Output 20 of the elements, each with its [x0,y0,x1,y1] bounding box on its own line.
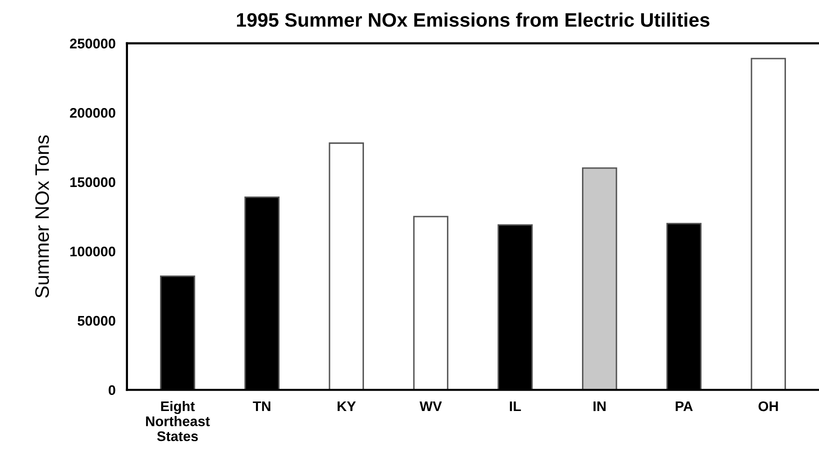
y-tick-label: 200000 [70,108,116,118]
y-tick-label: 50000 [78,316,116,326]
x-tick-label: KY [338,402,356,412]
x-tick-label: OH [758,401,778,412]
x-tick-label: IL [510,402,521,412]
x-tick-label: Eight Northeast States [146,400,210,442]
x-tick-label: TN [252,402,270,412]
y-tick-label: 250000 [70,38,116,48]
bar [750,58,786,390]
bar [413,216,448,390]
y-tick-label: 0 [108,385,116,396]
bar [582,167,618,390]
x-tick-label: WV [420,402,442,412]
x-tick-label: IN [594,402,606,412]
chart-title: 1995 Summer NOx Emissions from Electric Utilities [237,12,710,27]
y-tick-label: 150000 [70,177,116,188]
x-tick-label: PA [676,402,693,412]
y-axis-title: Summer NOx Tons [35,135,49,298]
bar [328,142,364,390]
y-tick-label: 100000 [70,246,116,256]
